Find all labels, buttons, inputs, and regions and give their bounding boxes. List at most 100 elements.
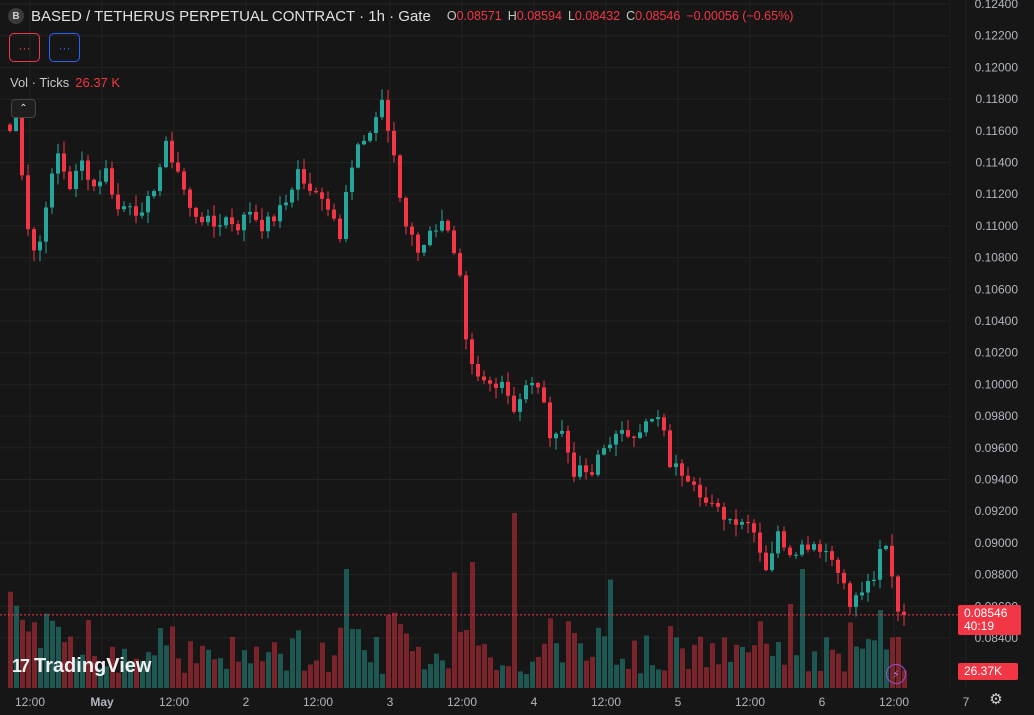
price-tick-label: 0.10600 — [975, 282, 1019, 296]
volume-bar — [188, 641, 193, 688]
volume-bar — [728, 661, 733, 688]
candle-body — [884, 545, 888, 550]
candle-body — [332, 209, 336, 219]
candle-body — [890, 545, 894, 577]
volume-bar — [374, 637, 379, 688]
volume-bar — [836, 653, 841, 688]
tradingview-logo[interactable]: 17 TradingView — [12, 655, 151, 678]
candle-body — [812, 544, 816, 550]
volume-bar — [248, 663, 253, 688]
candle-body — [356, 144, 360, 168]
volume-bar — [14, 605, 19, 688]
volume-legend-label[interactable]: Vol · Ticks — [10, 75, 70, 90]
volume-bar — [416, 646, 421, 688]
ohlc-close-value: 0.08546 — [635, 9, 681, 23]
volume-bar — [530, 661, 535, 688]
time-tick-label: 2 — [243, 695, 250, 709]
volume-bar — [824, 637, 829, 688]
volume-bar — [806, 671, 811, 688]
volume-bar — [242, 650, 247, 688]
time-axis[interactable]: 12:00 May 12:00 2 12:00 3 12:00 4 12:00 5 12:00 6 12… — [15, 695, 970, 709]
volume-bar — [422, 669, 427, 688]
volume-bar — [764, 643, 769, 688]
volume-bar — [854, 646, 859, 688]
candle-body — [212, 215, 216, 227]
candle-body — [8, 124, 12, 131]
volume-bar — [608, 579, 613, 688]
time-tick-label: 4 — [531, 695, 538, 709]
candle-body — [380, 99, 384, 118]
candle-body — [314, 190, 318, 193]
time-tick-label: 5 — [675, 695, 682, 709]
collapse-legend-button[interactable]: ⌃ — [11, 99, 36, 118]
price-axis[interactable]: 0.12400 0.12200 0.12000 0.11800 0.11600 0.114… — [975, 0, 1019, 645]
candle-body — [416, 234, 420, 253]
ohlc-low-key: L — [567, 9, 575, 23]
candle-body — [878, 549, 882, 580]
volume-bar — [734, 644, 739, 688]
volume-bar — [812, 651, 817, 688]
legend-buttons: ··· ··· — [9, 33, 80, 62]
volume-bar — [878, 610, 883, 688]
candle-body — [308, 183, 312, 191]
candle-body — [542, 387, 546, 403]
candles — [8, 89, 906, 626]
volume-bar — [116, 672, 121, 688]
price-tick-label: 0.09600 — [975, 441, 1019, 455]
volume-bar — [200, 645, 205, 688]
volume-bar — [476, 645, 481, 688]
volume-bar — [302, 670, 307, 688]
candle-body — [56, 153, 60, 174]
symbol-icon[interactable]: B — [8, 8, 24, 24]
volume-legend-value: 26.37 K — [75, 75, 121, 90]
candle-body — [170, 140, 174, 163]
time-tick-label: 12:00 — [303, 695, 333, 709]
volume-bar — [392, 612, 397, 688]
symbol-title[interactable]: BASED / TETHERUS PERPETUAL CONTRACT · 1h… — [31, 7, 431, 25]
blue-more-button[interactable]: ··· — [49, 33, 80, 62]
candle-body — [860, 592, 864, 596]
volume-legend: Vol · Ticks 26.37 K — [10, 75, 120, 90]
candle-body — [344, 192, 348, 240]
candle-body — [746, 521, 750, 524]
candle-body — [206, 215, 210, 223]
volume-bar — [680, 648, 685, 688]
candle-body — [638, 432, 642, 438]
candle-body — [296, 169, 300, 190]
volume-bar — [560, 662, 565, 688]
chart-header: B BASED / TETHERUS PERPETUAL CONTRACT · … — [8, 6, 793, 26]
candle-body — [530, 382, 534, 386]
time-tick-label: 12:00 — [735, 695, 765, 709]
price-tick-label: 0.11000 — [976, 219, 1019, 233]
candle-body — [632, 436, 636, 438]
candle-body — [764, 552, 768, 571]
candle-body — [98, 181, 102, 187]
volume-bar — [440, 660, 445, 688]
volume-bar — [80, 654, 85, 688]
volume-bar — [518, 671, 523, 688]
time-tick-label: 12:00 — [15, 695, 45, 709]
candle-body — [848, 583, 852, 607]
candle-body — [404, 197, 408, 227]
candle-body — [686, 475, 690, 482]
volume-bar — [308, 664, 313, 688]
volume-bar — [272, 642, 277, 688]
volume-bar — [344, 569, 349, 688]
lightning-icon[interactable]: ⚡ — [886, 664, 906, 684]
candle-body — [554, 433, 558, 439]
volume-bar — [164, 645, 169, 688]
volume-bar — [596, 627, 601, 688]
gear-icon[interactable]: ⚙ — [989, 691, 1003, 708]
time-tick-label: 7 — [963, 695, 970, 709]
volume-bar — [326, 671, 331, 688]
candle-body — [902, 611, 906, 615]
red-more-button[interactable]: ··· — [9, 33, 40, 62]
volume-bar — [866, 639, 871, 688]
candle-body — [596, 454, 600, 475]
volume-bar — [314, 660, 319, 688]
candle-body — [290, 189, 294, 203]
volume-bar — [446, 668, 451, 688]
volume-bar — [752, 645, 757, 688]
last-price-value: 0.08546 — [964, 606, 1008, 620]
